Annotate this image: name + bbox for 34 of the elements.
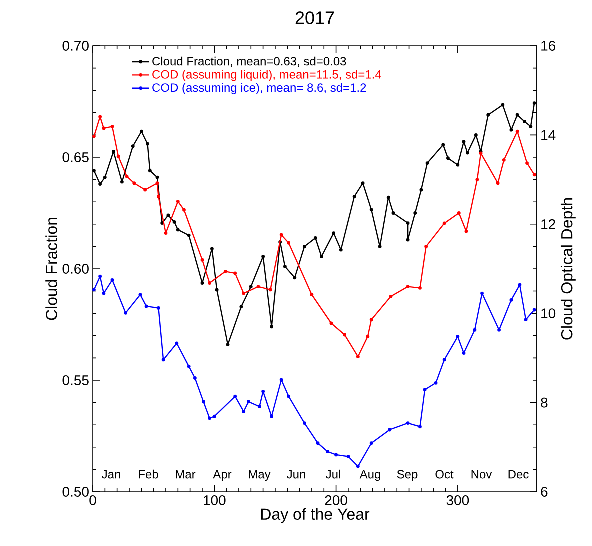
y-tick-label: 0.70 xyxy=(62,41,89,51)
legend-label: COD (assuming ice), mean= 8.6, sd=1.2 xyxy=(152,83,366,94)
legend-label: COD (assuming liquid), mean=11.5, sd=1.4 xyxy=(152,70,382,82)
annotation: Apr xyxy=(213,470,232,482)
x-axis-title: Day of the Year xyxy=(261,508,370,524)
x-tick-label: 200 xyxy=(325,496,348,506)
annotation: Jul xyxy=(326,470,340,479)
annotation: May xyxy=(249,470,271,482)
x-tick-label: 300 xyxy=(446,496,470,506)
y-tick-label: 0.60 xyxy=(62,264,89,274)
y-tick-label: 0.65 xyxy=(62,152,89,162)
y2-tick-label: 10 xyxy=(542,308,556,319)
x-tick-label: 0 xyxy=(90,496,96,506)
y2-tick-label: 14 xyxy=(542,130,556,140)
y2-axis-title: Cloud Optical Depth xyxy=(560,198,576,340)
y2-tick-label: 16 xyxy=(542,41,556,51)
annotation: Feb xyxy=(139,470,158,479)
annotation: Jun xyxy=(287,470,306,479)
y-axis-title: Cloud Fraction xyxy=(46,218,58,320)
annotation: Jan xyxy=(102,470,120,479)
annotation: Aug xyxy=(360,470,380,482)
annotation: Oct xyxy=(436,470,454,479)
x-tick-label: 100 xyxy=(204,496,226,506)
chart-title: 2017 xyxy=(296,12,334,24)
y-tick-label: 0.50 xyxy=(62,487,89,497)
y2-tick-label: 8 xyxy=(541,398,548,408)
annotation: Mar xyxy=(176,470,196,479)
annotation: Dec xyxy=(508,470,529,479)
y-tick-label: 0.55 xyxy=(62,376,89,386)
y2-tick-label: 12 xyxy=(542,219,556,230)
annotation: Nov xyxy=(472,470,492,479)
legend-label: Cloud Fraction, mean=0.63, sd=0.03 xyxy=(152,56,346,68)
y2-tick-label: 6 xyxy=(541,487,548,497)
annotation: Sep xyxy=(397,470,418,482)
